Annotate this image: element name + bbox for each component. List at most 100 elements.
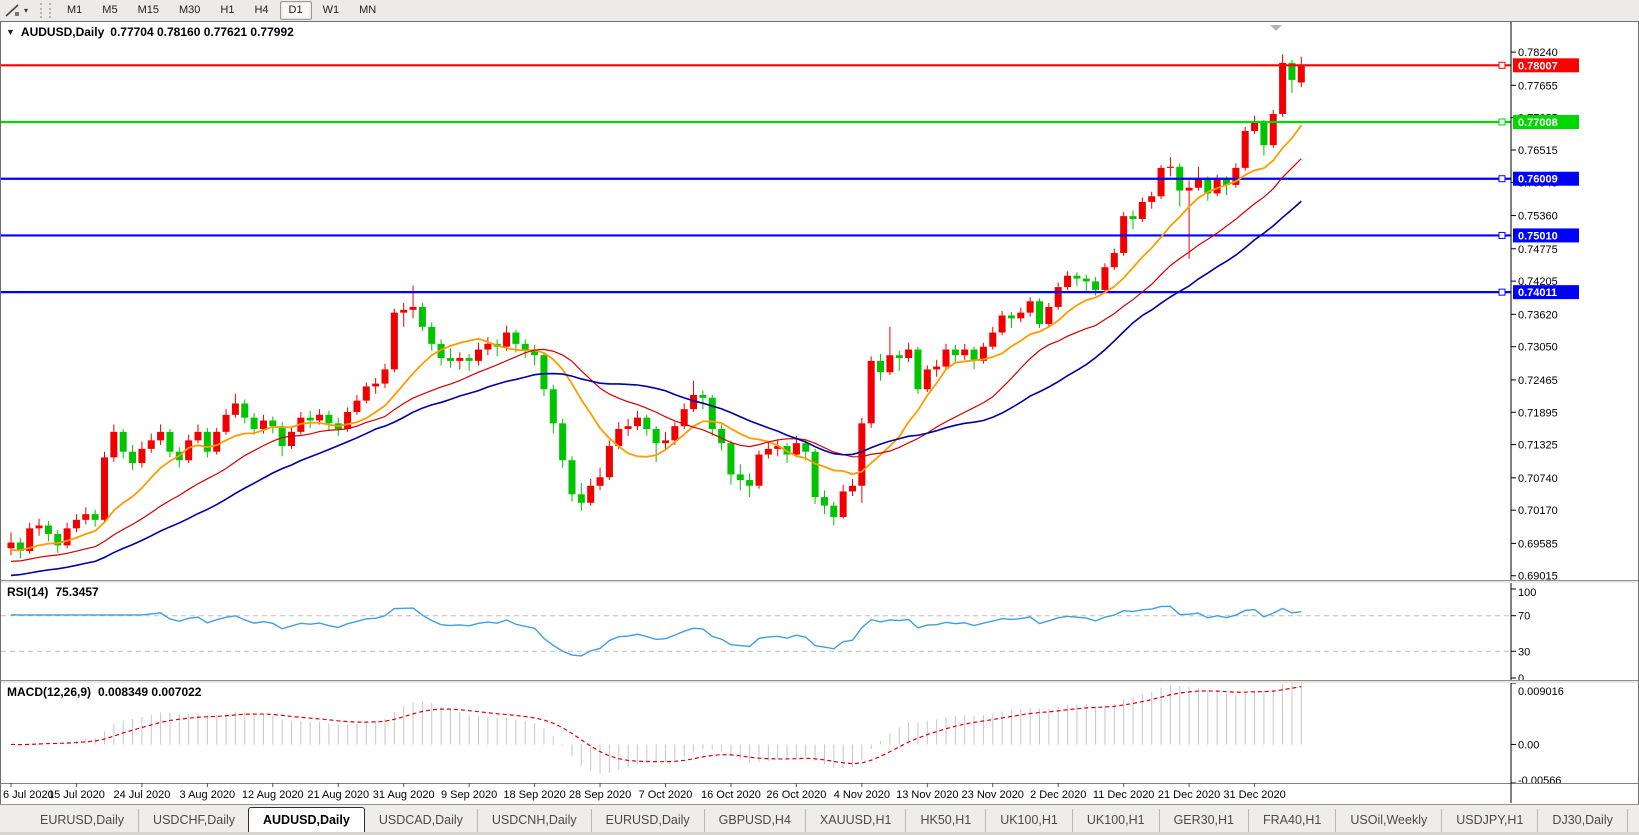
rsi-chart-canvas[interactable]: 100 70 30 0 <box>1 583 1638 680</box>
candle <box>194 431 202 441</box>
candle <box>269 420 277 427</box>
line-handle[interactable] <box>1498 61 1506 69</box>
chart-tab-hk50-h1[interactable]: HK50,H1 <box>905 809 985 832</box>
line-handle[interactable] <box>1498 288 1506 296</box>
candle <box>643 417 651 430</box>
chart-tab-usdchf-daily[interactable]: USDCHF,Daily <box>138 809 249 832</box>
candle <box>895 355 903 359</box>
timeframe-button-M1[interactable]: M1 <box>67 4 83 16</box>
candle <box>1073 275 1081 279</box>
candle <box>839 491 847 517</box>
panel-splitter[interactable] <box>1 580 1638 583</box>
candle <box>867 360 875 424</box>
moving-average-line <box>10 158 1302 563</box>
candle <box>549 389 557 424</box>
candle <box>652 429 660 444</box>
price-tick-label: 0.70170 <box>1518 505 1558 517</box>
date-tick-label: 15 Jul 2020 <box>48 789 105 801</box>
candle <box>278 426 286 447</box>
candle <box>129 451 137 464</box>
timeframe-button-W1[interactable]: W1 <box>322 4 340 16</box>
candle <box>26 528 34 552</box>
candle <box>989 332 997 347</box>
chart-shift-marker-icon[interactable] <box>1270 25 1282 31</box>
date-tick-label: 16 Oct 2020 <box>701 789 761 801</box>
macd-tick-label: 0.009016 <box>1518 686 1564 698</box>
date-tick-label: 13 Nov 2020 <box>896 789 958 801</box>
collapse-caret-icon[interactable]: ▼ <box>6 27 15 37</box>
candle <box>418 306 426 327</box>
macd-chart-canvas[interactable]: 0.009016 0.00 -0.00566 <box>1 683 1638 783</box>
price-label-chip-text: 0.74011 <box>1518 287 1557 299</box>
candle <box>521 343 529 350</box>
chart-tab-dj30-daily[interactable]: DJ30,Daily <box>1537 809 1626 832</box>
candle <box>596 477 604 486</box>
price-tick-label: 0.69585 <box>1518 538 1558 550</box>
date-tick-label: 31 Aug 2020 <box>373 789 435 801</box>
chart-tab-fra40-h1[interactable]: FRA40,H1 <box>1248 809 1335 832</box>
date-tick-label: 18 Sep 2020 <box>503 789 565 801</box>
chart-tab-uk100-h1[interactable]: UK100,H1 <box>985 809 1072 832</box>
price-tick-label: 0.78240 <box>1518 47 1558 59</box>
toolbar-grip-handle[interactable] <box>40 3 52 18</box>
candle <box>951 349 959 356</box>
dropdown-caret-icon[interactable]: ▾ <box>24 6 29 15</box>
candle <box>203 431 211 452</box>
candle <box>1269 113 1277 146</box>
chart-tab-usdjpy-h1[interactable]: USDJPY,H1 <box>1441 809 1537 832</box>
candle <box>1297 66 1305 83</box>
chart-tab-gbpusd-h4[interactable]: GBPUSD,H4 <box>703 809 805 832</box>
chart-tab-usdcnh-daily[interactable]: USDCNH,Daily <box>476 809 591 832</box>
price-tick-label: 0.70740 <box>1518 473 1558 485</box>
candle <box>1166 166 1174 168</box>
timeframe-button-H1[interactable]: H1 <box>220 4 235 16</box>
main-chart-panel: ▼ AUDUSD,Daily 0.77704 0.78160 0.77621 0… <box>1 22 1638 580</box>
candle <box>475 349 482 361</box>
chart-tab-usdcad-daily[interactable]: USDCAD,Daily <box>363 809 477 832</box>
chart-tab-audusd-daily[interactable]: AUDUSD,Daily <box>248 807 365 833</box>
candle <box>1204 179 1212 194</box>
candle <box>736 474 744 481</box>
chart-tab-uk100-h1[interactable]: UK100,H1 <box>1071 809 1159 832</box>
line-handle[interactable] <box>1498 118 1506 126</box>
candle <box>858 423 866 486</box>
timeframe-button-H4[interactable]: H4 <box>254 4 269 16</box>
timeframe-button-M30[interactable]: M30 <box>178 4 201 16</box>
candle <box>1082 278 1090 282</box>
date-tick-label: 23 Nov 2020 <box>962 789 1024 801</box>
line-handle[interactable] <box>1498 231 1506 239</box>
main-chart-canvas[interactable]: 0.782400.776550.770850.765150.759450.753… <box>1 22 1638 580</box>
bottom-strip <box>0 832 1639 835</box>
date-tick-label: 12 Aug 2020 <box>242 789 304 801</box>
candle <box>1157 167 1165 197</box>
candle <box>437 343 445 359</box>
line-handle[interactable] <box>1498 175 1506 183</box>
drawing-tool-button[interactable]: ▾ <box>0 0 32 21</box>
timeframe-button-M15[interactable]: M15 <box>137 4 159 16</box>
timeframe-button-M5[interactable]: M5 <box>102 4 118 16</box>
candle <box>820 497 828 506</box>
candle <box>1036 301 1043 324</box>
candle <box>942 349 950 367</box>
chart-tab-usoil-weekly[interactable]: USOil,Weekly <box>1335 809 1441 832</box>
chart-tab-eurusd-daily[interactable]: EURUSD,Daily <box>590 809 704 832</box>
panel-splitter[interactable] <box>1 680 1638 683</box>
timeframe-button-MN[interactable]: MN <box>359 4 377 16</box>
candle <box>886 355 894 373</box>
rsi-value: 75.3457 <box>55 585 99 599</box>
chart-tab-xauusd-h1[interactable]: XAUUSD,H1 <box>804 809 906 832</box>
chart-tab-eurusd-daily[interactable]: EURUSD,Daily <box>40 813 125 827</box>
candle <box>353 400 361 412</box>
price-tick-label: 0.75360 <box>1518 211 1558 223</box>
candle <box>690 394 698 410</box>
candle <box>138 448 146 464</box>
candle <box>577 494 585 503</box>
timeframe-button-D1[interactable]: D1 <box>279 1 312 20</box>
chart-tab-ger30-h1[interactable]: GER30,H1 <box>1158 809 1248 832</box>
candle <box>587 485 595 503</box>
chart-tab-china300-h1[interactable]: CHINA300,H1 <box>1626 809 1639 832</box>
date-tick-label: 4 Nov 2020 <box>834 789 890 801</box>
candle <box>110 431 118 458</box>
price-tick-label: 0.77655 <box>1518 80 1558 92</box>
candle <box>1288 62 1296 80</box>
